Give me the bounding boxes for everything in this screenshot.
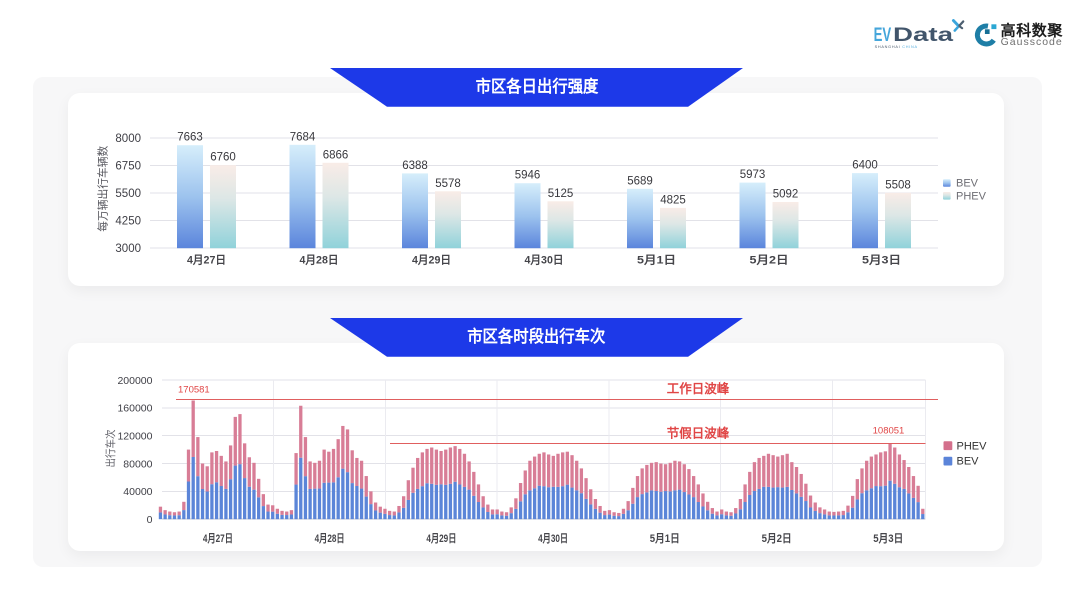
svg-text:4月29日: 4月29日	[426, 532, 456, 545]
svg-text:4月28日: 4月28日	[315, 532, 345, 545]
svg-text:每万辆出行车辆数: 每万辆出行车辆数	[96, 146, 110, 232]
svg-text:7684: 7684	[290, 131, 316, 143]
svg-text:3000: 3000	[115, 243, 141, 255]
svg-text:4825: 4825	[660, 194, 686, 206]
svg-text:5689: 5689	[627, 175, 653, 187]
svg-text:4月30日: 4月30日	[525, 254, 564, 267]
svg-text:PHEV: PHEV	[957, 440, 988, 452]
svg-text:5973: 5973	[740, 169, 766, 181]
svg-text:5508: 5508	[885, 179, 911, 191]
svg-text:4月30日: 4月30日	[538, 532, 568, 545]
svg-text:高科数聚: 高科数聚	[1001, 21, 1064, 39]
svg-text:5月2日: 5月2日	[762, 532, 792, 545]
svg-text:SHANGHAI CHINA: SHANGHAI CHINA	[875, 45, 918, 49]
svg-text:6388: 6388	[402, 160, 428, 172]
svg-text:108051: 108051	[873, 426, 905, 437]
svg-text:5578: 5578	[435, 178, 461, 190]
svg-text:5125: 5125	[548, 188, 574, 200]
svg-text:5月2日: 5月2日	[750, 254, 789, 267]
svg-text:Data: Data	[893, 25, 954, 46]
svg-text:工作日波峰: 工作日波峰	[667, 381, 730, 396]
svg-text:BEV: BEV	[956, 178, 979, 190]
svg-text:BEV: BEV	[957, 456, 980, 468]
svg-text:200000: 200000	[117, 375, 152, 387]
svg-text:5月3日: 5月3日	[862, 254, 901, 267]
svg-text:160000: 160000	[117, 403, 152, 415]
svg-text:4月27日: 4月27日	[187, 254, 226, 267]
svg-text:4250: 4250	[115, 216, 141, 228]
svg-text:EV: EV	[874, 25, 892, 46]
svg-text:6866: 6866	[323, 149, 349, 161]
svg-text:5月1日: 5月1日	[637, 254, 676, 267]
svg-text:120000: 120000	[117, 431, 152, 443]
svg-text:40000: 40000	[123, 486, 152, 498]
svg-text:5月1日: 5月1日	[650, 532, 680, 545]
svg-text:5500: 5500	[115, 188, 141, 200]
svg-text:6400: 6400	[852, 160, 878, 172]
svg-text:4月29日: 4月29日	[412, 254, 451, 267]
svg-text:5月3日: 5月3日	[873, 532, 903, 545]
svg-text:6760: 6760	[210, 152, 236, 164]
svg-text:出行车次: 出行车次	[104, 429, 117, 467]
svg-text:8000: 8000	[115, 133, 141, 145]
svg-text:4月28日: 4月28日	[300, 254, 339, 267]
svg-text:80000: 80000	[123, 458, 152, 470]
svg-text:7663: 7663	[177, 132, 203, 144]
svg-text:节假日波峰: 节假日波峰	[667, 426, 730, 441]
svg-text:170581: 170581	[178, 385, 210, 396]
svg-text:6750: 6750	[115, 160, 141, 172]
svg-text:0: 0	[147, 514, 153, 526]
svg-text:5092: 5092	[773, 189, 799, 201]
svg-text:5946: 5946	[515, 170, 541, 182]
svg-text:PHEV: PHEV	[956, 190, 987, 202]
svg-text:Gausscode: Gausscode	[1001, 36, 1063, 48]
svg-text:4月27日: 4月27日	[203, 532, 233, 545]
